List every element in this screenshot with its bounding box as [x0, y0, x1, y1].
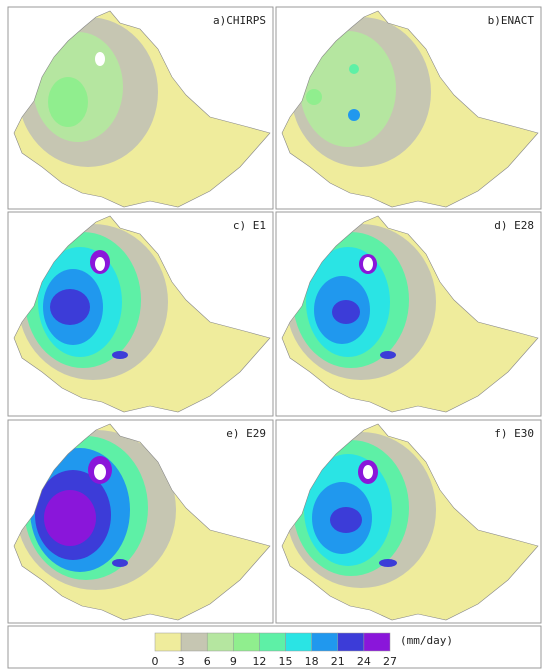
- panel-label: b)ENACT: [488, 14, 535, 27]
- colorbar-tick-label: 21: [331, 655, 345, 668]
- colorbar-swatch: [180, 632, 208, 652]
- colorbar-swatch: [206, 632, 234, 652]
- colorbar-swatch: [259, 632, 286, 652]
- colorbar-unit: (mm/day): [400, 634, 453, 647]
- colorbar-swatch: [233, 632, 260, 652]
- colorbar-tick-label: 6: [204, 655, 211, 668]
- colorbar-tick-label: 15: [279, 655, 293, 668]
- colorbar-swatch: [363, 632, 391, 652]
- panel-label: e) E29: [226, 427, 266, 440]
- map-panel: d) E28: [275, 211, 542, 417]
- colorbar-tick-label: 24: [357, 655, 371, 668]
- colorbar-tick-label: 0: [152, 655, 159, 668]
- colorbar-tick-label: 27: [383, 655, 397, 668]
- panel-label: c) E1: [233, 219, 266, 232]
- colorbar: 0 3 6 9 12 15 18 21 24 27: [152, 632, 397, 668]
- map-panel: f) E30: [275, 419, 542, 624]
- colorbar-swatch: [337, 632, 365, 652]
- colorbar-swatch: [154, 632, 182, 652]
- colorbar-tick-label: 3: [178, 655, 185, 668]
- map-panel: b)ENACT: [275, 6, 542, 210]
- panel-label: d) E28: [494, 219, 534, 232]
- colorbar-tick-label: 12: [252, 655, 266, 668]
- colorbar-tick-label: 18: [305, 655, 319, 668]
- panel-label: f) E30: [494, 427, 534, 440]
- map-panel: c) E1: [7, 211, 274, 417]
- panel-label: a)CHIRPS: [213, 14, 266, 27]
- map-panel: e) E29: [7, 419, 274, 624]
- colorbar-swatch: [285, 632, 312, 652]
- colorbar-swatch: [311, 632, 339, 652]
- colorbar-tick-label: 9: [230, 655, 237, 668]
- map-panel: a)CHIRPS: [7, 6, 274, 210]
